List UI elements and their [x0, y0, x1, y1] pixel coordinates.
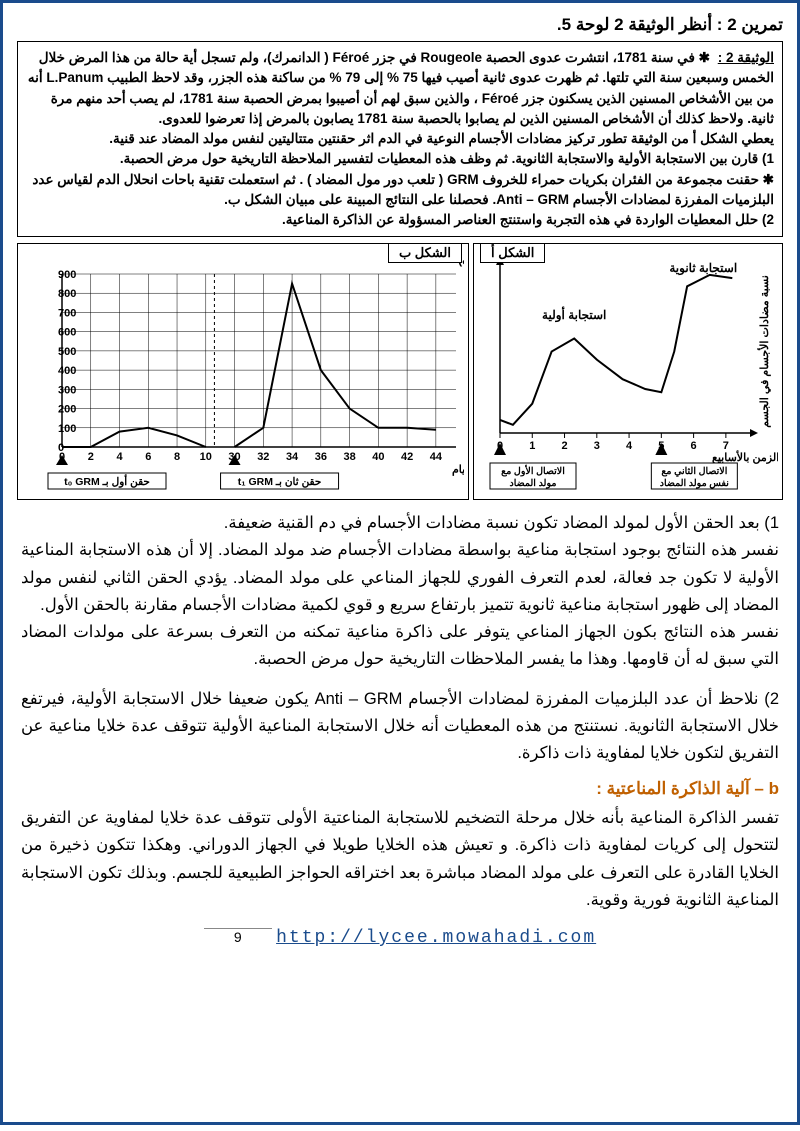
svg-text:40: 40 [372, 451, 384, 463]
section-b-heading: b – آلية الذاكرة المناعتية : [17, 779, 783, 799]
svg-text:34: 34 [286, 451, 299, 463]
svg-text:نسبة مضادات الأجسام في الجسم: نسبة مضادات الأجسام في الجسم [757, 275, 772, 428]
answer-2: 2) نلاحظ أن عدد البلزميات المفرزة لمضادا… [17, 686, 783, 768]
svg-text:الزمن بالأيام: الزمن بالأيام [452, 462, 464, 476]
svg-text:42: 42 [401, 451, 413, 463]
svg-text:4: 4 [626, 440, 633, 452]
svg-text:38: 38 [343, 451, 355, 463]
svg-text:300: 300 [58, 385, 76, 397]
svg-text:1: 1 [529, 440, 535, 452]
chart-panel-a: الشكل أ 01234567نسبة مضادات الأجسام في ا… [473, 243, 783, 500]
svg-text:الاتصال الثاني مع: الاتصال الثاني مع [661, 466, 727, 477]
chart-b-label: الشكل ب [388, 243, 462, 263]
svg-text:استجابة ثانوية: استجابة ثانوية [669, 261, 737, 276]
svg-text:7: 7 [723, 440, 729, 452]
svg-text:الاتصال الأول مع: الاتصال الأول مع [501, 465, 565, 477]
footer: http://lycee.mowahadi.com 9 [17, 926, 783, 948]
svg-text:10: 10 [200, 451, 212, 463]
chart-b-svg: عدد البلزميات النشيطة تجاه GRM (بالآلاف)… [24, 250, 464, 495]
svg-text:مولد المضاد: مولد المضاد [510, 478, 557, 489]
svg-text:400: 400 [58, 365, 76, 377]
svg-text:حقن ثان بـ t₁ GRM: حقن ثان بـ t₁ GRM [238, 476, 322, 488]
svg-text:500: 500 [58, 346, 76, 358]
chart-a-label: الشكل أ [480, 243, 545, 263]
svg-text:32: 32 [257, 451, 269, 463]
page-number: 9 [204, 928, 272, 945]
svg-text:نفس مولد المضاد: نفس مولد المضاد [660, 478, 729, 489]
svg-text:8: 8 [174, 451, 180, 463]
doc-label: الوثيقة 2 : [718, 50, 774, 65]
svg-text:100: 100 [58, 423, 76, 435]
chart-a-svg: 01234567نسبة مضادات الأجسام في الجسمالزم… [480, 250, 778, 495]
section-b-text: تفسر الذاكرة المناعية بأنه خلال مرحلة ال… [17, 805, 783, 914]
svg-text:900: 900 [58, 269, 76, 281]
chart-panel-b: الشكل ب عدد البلزميات النشيطة تجاه GRM (… [17, 243, 469, 500]
doc-text: ✱ في سنة 1781، انتشرت عدوى الحصبة Rougeo… [28, 50, 774, 227]
svg-text:2: 2 [561, 440, 567, 452]
svg-text:600: 600 [58, 327, 76, 339]
source-url[interactable]: http://lycee.mowahadi.com [276, 928, 596, 948]
answer-1: 1) بعد الحقن الأول لمولد المضاد تكون نسب… [17, 510, 783, 673]
svg-text:4: 4 [116, 451, 123, 463]
svg-text:3: 3 [594, 440, 600, 452]
exercise-title: تمرين 2 : أنظر الوثيقة 2 لوحة 5. [17, 15, 783, 35]
svg-text:6: 6 [145, 451, 151, 463]
svg-text:200: 200 [58, 404, 76, 416]
svg-text:استجابة أولية: استجابة أولية [542, 307, 606, 323]
svg-text:800: 800 [58, 288, 76, 300]
svg-text:2: 2 [88, 451, 94, 463]
svg-text:الزمن بالأسابيع: الزمن بالأسابيع [712, 450, 778, 464]
svg-text:6: 6 [691, 440, 697, 452]
svg-text:حقن أول بـ t₀ GRM: حقن أول بـ t₀ GRM [64, 474, 150, 488]
charts-row: الشكل أ 01234567نسبة مضادات الأجسام في ا… [17, 243, 783, 500]
svg-text:44: 44 [430, 451, 443, 463]
svg-text:700: 700 [58, 308, 76, 320]
svg-text:36: 36 [315, 451, 327, 463]
document-box: الوثيقة 2 : ✱ في سنة 1781، انتشرت عدوى ا… [17, 41, 783, 237]
